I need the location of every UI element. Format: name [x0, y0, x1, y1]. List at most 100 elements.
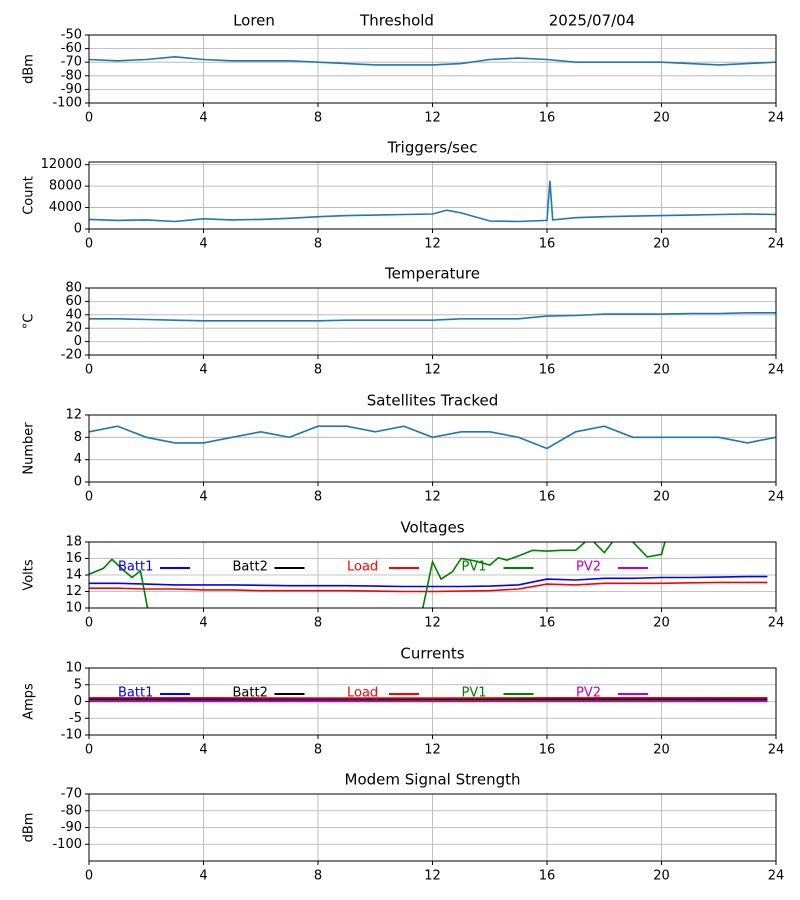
- legend-label: Batt2: [233, 560, 268, 575]
- x-tick-label: 4: [199, 743, 207, 758]
- panel-title: Triggers/sec: [387, 139, 478, 157]
- y-tick-label: 20: [65, 321, 82, 336]
- x-tick-label: 12: [424, 363, 441, 378]
- x-tick-label: 24: [768, 616, 785, 631]
- y-tick-label: 12: [65, 408, 82, 423]
- axes-frame: [88, 667, 777, 736]
- y-tick-label: 18: [65, 535, 82, 550]
- panel-title: Voltages: [400, 519, 464, 537]
- header-text: Loren: [233, 12, 275, 30]
- x-tick-label: 20: [653, 237, 670, 252]
- x-tick-label: 0: [85, 869, 93, 884]
- x-tick-label: 8: [314, 237, 322, 252]
- y-tick-label: 40: [65, 307, 82, 322]
- x-tick-label: 20: [653, 616, 670, 631]
- panel-title: Satellites Tracked: [367, 392, 498, 410]
- series-line: [89, 55, 776, 66]
- x-tick-label: 0: [85, 616, 93, 631]
- y-tick-label: 8: [74, 430, 82, 445]
- x-tick-label: 8: [314, 363, 322, 378]
- legend-label: Load: [347, 560, 378, 575]
- y-tick-label: 80: [65, 281, 82, 296]
- panel-title: Temperature: [384, 265, 480, 283]
- y-tick-label: -90: [61, 820, 82, 835]
- x-tick-label: 16: [539, 869, 556, 884]
- y-tick-label: 0: [74, 222, 82, 237]
- x-tick-label: 8: [314, 869, 322, 884]
- axes-frame: [88, 793, 777, 862]
- x-tick-label: 8: [314, 743, 322, 758]
- x-tick-label: 0: [85, 111, 93, 126]
- legend-label: Batt1: [118, 686, 153, 701]
- x-tick-label: 16: [539, 111, 556, 126]
- x-tick-label: 20: [653, 490, 670, 505]
- x-tick-label: 4: [199, 869, 207, 884]
- x-tick-label: 20: [653, 111, 670, 126]
- x-tick-label: 24: [768, 111, 785, 126]
- series-line: [89, 180, 776, 223]
- x-tick-label: 12: [424, 237, 441, 252]
- y-tick-label: -50: [61, 28, 82, 43]
- x-tick-label: 12: [424, 616, 441, 631]
- y-tick-label: 8000: [49, 179, 82, 194]
- x-tick-label: 24: [768, 237, 785, 252]
- x-tick-label: 8: [314, 111, 322, 126]
- y-tick-label: 0: [74, 475, 82, 490]
- y-tick-label: -100: [52, 96, 82, 111]
- panel: Triggers/sec Count 0 4 8 12 16 20 24 0 4000 8000 120…: [22, 139, 785, 252]
- y-tick-label: -100: [52, 837, 82, 852]
- y-tick-label: -90: [61, 82, 82, 97]
- y-tick-label: 0: [74, 694, 82, 709]
- series-line: [89, 312, 776, 322]
- y-axis-label: °C: [22, 314, 37, 330]
- y-tick-label: 60: [65, 294, 82, 309]
- x-tick-label: 4: [199, 237, 207, 252]
- panel: Loren Threshold 2025/07/04 dBm 0 4 8 12 16 20 24 -1…: [22, 12, 785, 126]
- legend-label: Batt1: [118, 560, 153, 575]
- panel: Modem Signal Strength dBm 0 4 8 12 16 20 24 -100 -…: [22, 771, 785, 884]
- series-line: [89, 581, 768, 593]
- x-tick-label: 8: [314, 616, 322, 631]
- series-line: [89, 425, 776, 450]
- y-axis-label: Number: [22, 422, 37, 475]
- x-tick-label: 0: [85, 490, 93, 505]
- y-tick-label: -20: [61, 348, 82, 363]
- x-tick-label: 16: [539, 616, 556, 631]
- panel-title: Modem Signal Strength: [345, 771, 521, 789]
- x-tick-label: 12: [424, 490, 441, 505]
- y-tick-label: 4000: [49, 200, 82, 215]
- x-tick-label: 12: [424, 869, 441, 884]
- legend-label: PV1: [462, 686, 487, 701]
- x-tick-label: 4: [199, 616, 207, 631]
- x-tick-label: 24: [768, 743, 785, 758]
- x-tick-label: 20: [653, 363, 670, 378]
- y-tick-label: 4: [74, 452, 82, 467]
- series-line: [89, 575, 768, 588]
- panel: Satellites Tracked Number 0 4 8 12 16 20 24 0 4 8 12: [22, 392, 785, 505]
- x-tick-label: 12: [424, 111, 441, 126]
- y-axis-label: Count: [22, 176, 37, 215]
- x-tick-label: 4: [199, 111, 207, 126]
- x-tick-label: 24: [768, 490, 785, 505]
- y-axis-label: dBm: [22, 54, 37, 84]
- x-tick-label: 0: [85, 237, 93, 252]
- y-tick-label: 12: [65, 584, 82, 599]
- legend-label: Batt2: [233, 686, 268, 701]
- x-tick-label: 20: [653, 869, 670, 884]
- axes-frame: [88, 541, 777, 609]
- y-tick-label: 5: [74, 677, 82, 692]
- x-tick-label: 4: [199, 363, 207, 378]
- y-tick-label: 10: [65, 661, 82, 676]
- y-tick-label: -70: [61, 787, 82, 802]
- y-tick-label: -5: [69, 711, 82, 726]
- x-tick-label: 24: [768, 869, 785, 884]
- x-tick-label: 16: [539, 237, 556, 252]
- y-tick-label: 12000: [41, 157, 82, 172]
- axes-frame: [88, 287, 777, 356]
- y-tick-label: -60: [61, 41, 82, 56]
- y-tick-label: 10: [65, 601, 82, 616]
- x-tick-label: 24: [768, 363, 785, 378]
- series-line: [89, 542, 666, 608]
- x-tick-label: 4: [199, 490, 207, 505]
